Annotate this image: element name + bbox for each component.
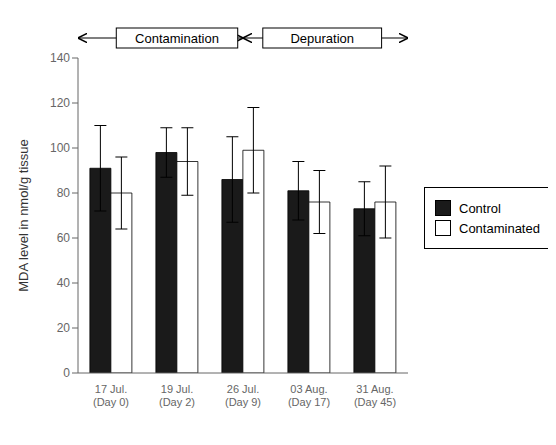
svg-text:Depuration: Depuration — [290, 31, 354, 46]
svg-text:40: 40 — [57, 276, 71, 290]
svg-text:80: 80 — [57, 186, 71, 200]
svg-text:19 Jul.(Day 2): 19 Jul.(Day 2) — [159, 383, 195, 408]
html-text:Control: Control — [459, 200, 501, 216]
svg-text:17 Jul.(Day 0): 17 Jul.(Day 0) — [93, 383, 129, 408]
svg-text:100: 100 — [50, 141, 70, 155]
svg-text:120: 120 — [50, 96, 70, 110]
svg-text:26 Jul.(Day 9): 26 Jul.(Day 9) — [225, 383, 261, 408]
svg-text:20: 20 — [57, 321, 71, 335]
svg-text:31 Aug.(Day 45): 31 Aug.(Day 45) — [354, 383, 396, 408]
svg-text:60: 60 — [57, 231, 71, 245]
svg-text:140: 140 — [50, 51, 70, 65]
svg-text:03 Aug.(Day 17): 03 Aug.(Day 17) — [288, 383, 330, 408]
svg-text:0: 0 — [63, 366, 70, 380]
svg-text:Contamination: Contamination — [135, 31, 219, 46]
svg-text:MDA level in nmol/g tissue: MDA level in nmol/g tissue — [16, 139, 31, 291]
html-text:Contaminated: Contaminated — [459, 220, 540, 236]
